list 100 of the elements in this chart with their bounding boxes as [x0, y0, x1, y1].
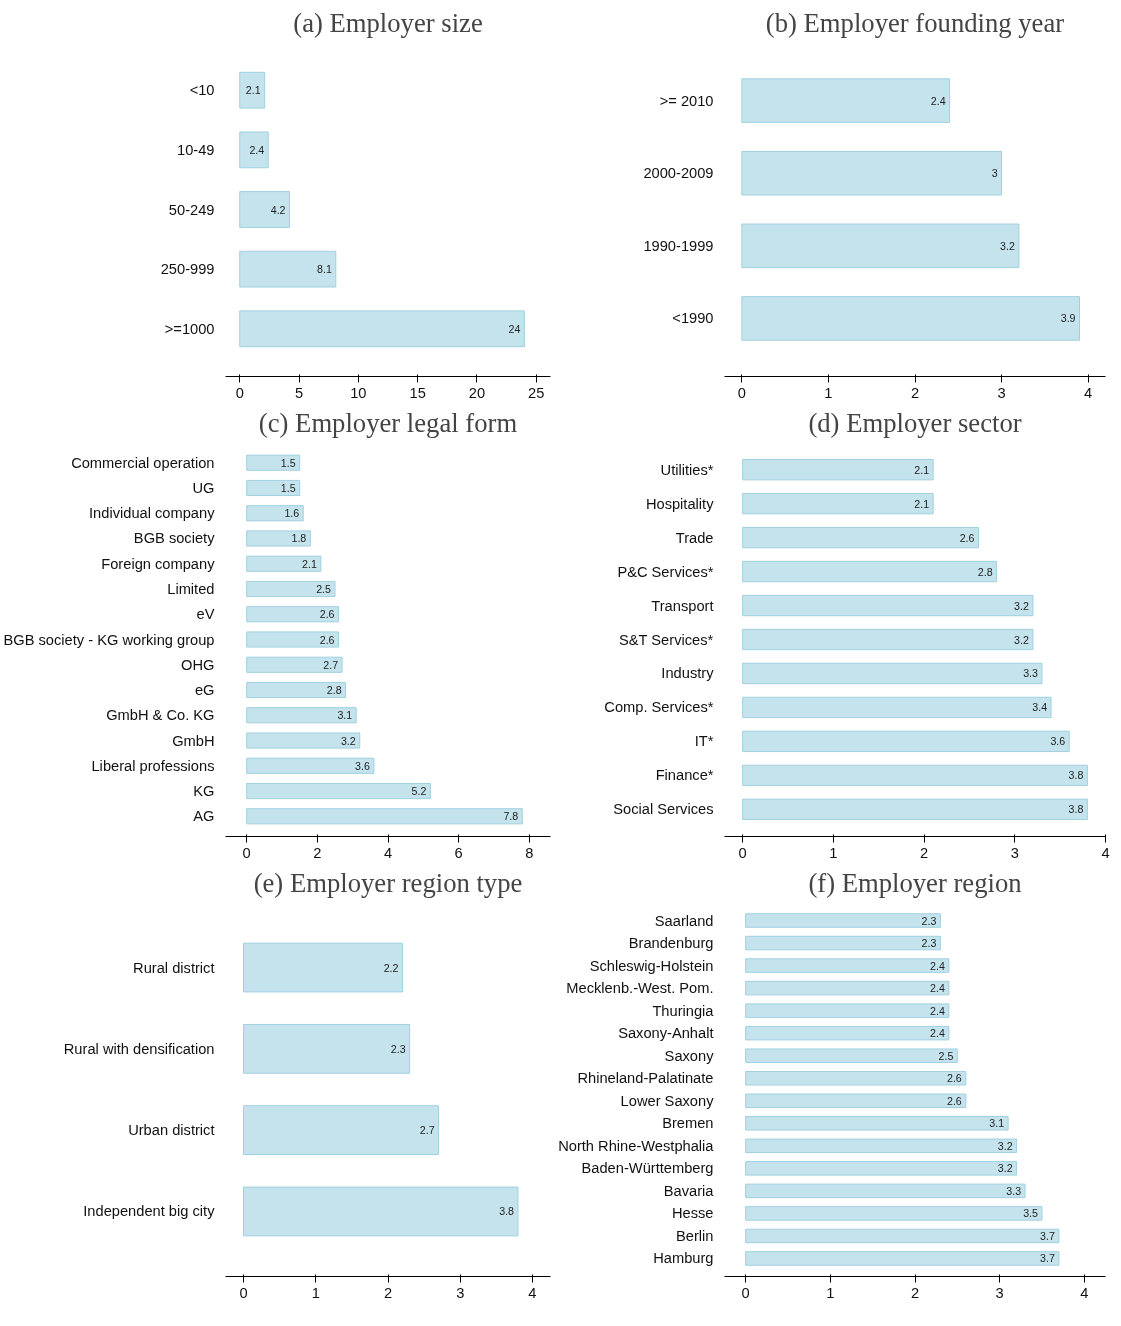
x-tick-label: 0 [242, 844, 251, 861]
y-tick-label: Independent big city [83, 1203, 216, 1220]
y-tick-label: 10-49 [177, 141, 215, 158]
data-label: 3.6 [355, 759, 370, 772]
y-tick-label: 2000-2009 [643, 165, 714, 182]
data-label: 2.5 [316, 582, 332, 595]
x-tick-label: 3 [1010, 844, 1019, 861]
data-label: 3.2 [1014, 633, 1029, 646]
y-tick-label: Bavaria [663, 1182, 715, 1199]
x-tick-label: 2 [910, 384, 920, 401]
data-label: 3.7 [1040, 1229, 1056, 1242]
x-tick-label: 1 [311, 1284, 320, 1301]
y-tick-label: Limited [167, 580, 215, 597]
y-tick-label: Utilities* [660, 461, 714, 478]
y-tick-label: Comp. Services* [604, 699, 714, 716]
y-tick-label: UG [192, 479, 215, 496]
chart-title: (a) Employer size [293, 7, 483, 38]
data-label: 3.3 [1006, 1184, 1022, 1197]
y-tick-label: Bremen [662, 1115, 714, 1132]
data-label: 2.8 [977, 565, 993, 578]
y-tick-label: Schleswig-Holstein [589, 957, 714, 974]
data-label: 2.6 [946, 1094, 962, 1107]
data-label: 2.6 [319, 633, 335, 646]
y-tick-label: Saarland [654, 912, 714, 929]
y-tick-label: Hamburg [653, 1250, 714, 1267]
chart-title: (d) Employer sector [808, 407, 1022, 438]
data-label: 3.9 [1060, 312, 1076, 325]
data-label: 4.2 [270, 203, 286, 216]
data-label: 1.6 [284, 507, 300, 520]
y-tick-label: Foreign company [101, 555, 216, 572]
y-tick-label: Rural with densification [63, 1040, 215, 1057]
y-tick-label: >=1000 [164, 320, 215, 337]
data-label: 3.2 [340, 734, 356, 747]
y-tick-label: eG [194, 682, 215, 699]
y-tick-label: Industry [661, 665, 715, 682]
x-tick-label: 0 [239, 1284, 248, 1301]
y-tick-label: Mecklenb.-West. Pom. [566, 980, 714, 997]
data-label: 24 [508, 322, 521, 335]
y-tick-label: BGB society [133, 530, 216, 547]
x-tick-label: 20 [468, 384, 486, 401]
y-tick-label: 250-999 [160, 261, 215, 278]
y-tick-label: 1990-1999 [643, 237, 714, 254]
data-label: 3.8 [499, 1205, 515, 1218]
data-label: 8.1 [317, 263, 332, 276]
y-tick-label: Saxony-Anhalt [618, 1025, 714, 1042]
y-tick-label: GmbH & Co. KG [106, 707, 215, 724]
chart-title: (f) Employer region [808, 867, 1022, 898]
chart-title: (b) Employer founding year [765, 7, 1065, 38]
data-label: 2.7 [323, 658, 339, 671]
data-label: 3.7 [1040, 1252, 1056, 1265]
y-tick-label: KG [193, 783, 215, 800]
data-label: 2.1 [245, 84, 261, 97]
data-label: 2.4 [930, 982, 945, 995]
data-label: 2.3 [390, 1042, 406, 1055]
x-tick-label: 4 [1101, 844, 1110, 861]
y-tick-label: Trade [675, 529, 714, 546]
data-label: 2.6 [946, 1072, 962, 1085]
x-tick-label: 2 [910, 1284, 920, 1301]
data-label: 3.5 [1023, 1207, 1039, 1220]
data-label: 2.6 [319, 608, 335, 621]
y-tick-label: <1990 [672, 310, 714, 327]
y-tick-label: Lower Saxony [620, 1092, 715, 1109]
data-label: 3.2 [997, 1162, 1013, 1175]
data-label: 3 [991, 167, 998, 180]
x-tick-label: 0 [738, 844, 747, 861]
data-label: 2.4 [249, 143, 265, 156]
x-tick-label: 8 [525, 844, 534, 861]
x-tick-label: 0 [235, 384, 244, 401]
data-label: 2.3 [921, 914, 937, 927]
x-tick-label: 3 [456, 1284, 465, 1301]
y-tick-label: IT* [694, 733, 714, 750]
data-label: 1.8 [291, 532, 307, 545]
x-tick-label: 3 [997, 384, 1006, 401]
x-tick-label: 3 [995, 1284, 1004, 1301]
x-tick-label: 0 [737, 384, 746, 401]
x-tick-label: 10 [350, 384, 367, 401]
data-label: 3.2 [1000, 239, 1015, 252]
y-tick-label: Rhineland-Palatinate [577, 1070, 714, 1087]
data-label: 3.4 [1032, 701, 1048, 714]
data-label: 2.1 [914, 463, 930, 476]
data-label: 1.5 [280, 456, 296, 469]
y-tick-label: Rural district [133, 959, 215, 976]
y-tick-label: Social Services [613, 801, 714, 818]
data-label: 5.2 [411, 785, 427, 798]
x-tick-label: 5 [294, 384, 304, 401]
x-tick-label: 1 [824, 384, 833, 401]
x-tick-label: 2 [383, 1284, 393, 1301]
y-tick-label: Baden-Württemberg [581, 1160, 714, 1177]
data-label: 2.4 [930, 94, 946, 107]
data-label: 3.8 [1068, 803, 1084, 816]
y-tick-label: eV [196, 606, 215, 623]
data-label: 2.8 [326, 684, 342, 697]
data-label: 3.2 [1014, 599, 1029, 612]
data-label: 3.8 [1068, 769, 1084, 782]
y-tick-label: Individual company [89, 505, 216, 522]
y-tick-label: Hospitality [645, 495, 715, 512]
data-label: 2.4 [930, 1027, 945, 1040]
y-tick-label: Urban district [128, 1122, 215, 1139]
y-tick-label: Thuringia [652, 1002, 715, 1019]
data-label: 2.1 [302, 557, 317, 570]
